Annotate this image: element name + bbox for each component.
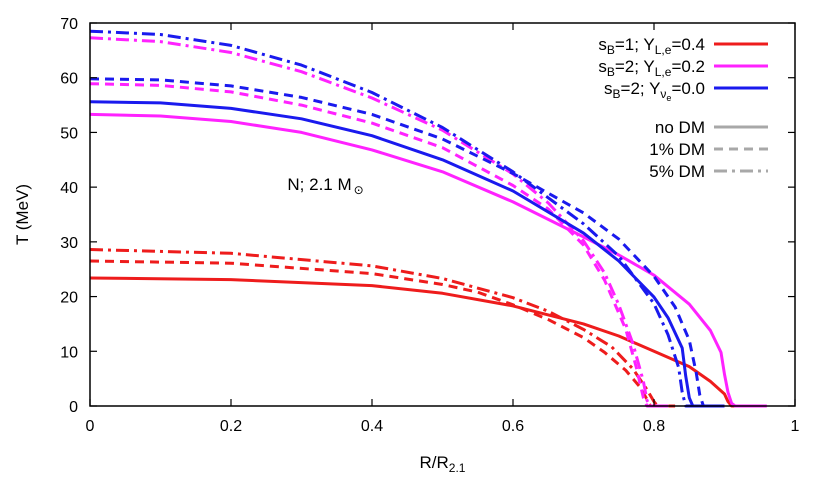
series-line-8 [89,77,725,408]
y-tick-label: 0 [69,399,78,416]
series-line-5 [89,82,669,408]
star-model-annotation: N; 2.1 M ⊙ [287,175,363,197]
x-axis-label: R/R2.1 [420,453,466,475]
y-tick-label: 60 [60,71,78,88]
x-tick-label: 0.2 [220,418,242,435]
y-tick-label: 20 [60,290,78,307]
legend-label-style-1: no DM [655,118,705,137]
x-tick-label: 0.4 [361,418,383,435]
plot-frame [89,22,796,407]
legend-label-model-2: sB=2; YL,e=0.2 [598,57,705,79]
y-tick-label: 40 [60,180,78,197]
x-tick-label: 0.6 [502,418,524,435]
legend-label-style-2: 1% DM [649,140,705,159]
legend-label-model-1: sB=1; YL,e=0.4 [598,35,705,57]
y-tick-label: 70 [60,16,78,33]
y-tick-label: 10 [60,344,78,361]
y-axis-label: T (MeV) [13,184,32,245]
series-line-9 [89,29,704,408]
legend-label-model-3: sB=2; Yνe=0.0 [604,79,705,103]
x-tick-label: 0.8 [643,418,665,435]
x-tick-label: 1 [791,418,800,435]
legend-label-style-3: 5% DM [649,162,705,181]
series-line-6 [89,36,669,408]
series-line-4 [89,112,767,408]
y-tick-label: 50 [60,125,78,142]
series-line-1 [89,276,760,408]
x-tick-label: 0 [86,418,95,435]
y-tick-label: 30 [60,235,78,252]
series-line-2 [89,259,669,408]
legend: sB=1; YL,e=0.4sB=2; YL,e=0.2sB=2; Yνe=0.… [598,35,768,181]
series-line-7 [89,100,725,408]
series-line-3 [89,248,676,408]
